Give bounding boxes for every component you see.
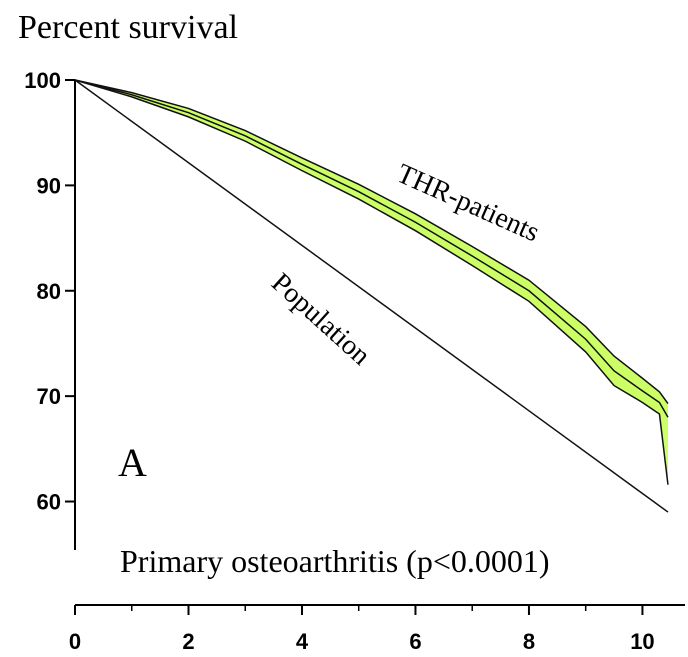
x-tick-label: 6 [409, 629, 421, 654]
series-line [74, 79, 669, 404]
y-tick-label: 90 [37, 173, 61, 198]
y-axis-title: Percent survival [18, 9, 238, 46]
x-tick-label: 0 [69, 629, 81, 654]
x-tick-label: 2 [182, 629, 194, 654]
y-tick-label: 70 [37, 384, 61, 409]
y-tick-label: 80 [37, 279, 61, 304]
series-line [74, 79, 669, 418]
y-tick-label: 100 [24, 68, 61, 93]
series-label: THR-patients [392, 158, 544, 248]
panel-label: A [118, 440, 147, 485]
x-tick-label: 4 [296, 629, 309, 654]
series-line [74, 79, 669, 485]
series-line [74, 79, 669, 513]
x-tick-label: 8 [523, 629, 535, 654]
confidence-band [75, 80, 668, 485]
chart-subtitle: Primary osteoarthritis (p<0.0001) [120, 543, 550, 579]
x-tick-label: 10 [630, 629, 654, 654]
series-label: Population [265, 267, 376, 371]
y-tick-label: 60 [37, 490, 61, 515]
